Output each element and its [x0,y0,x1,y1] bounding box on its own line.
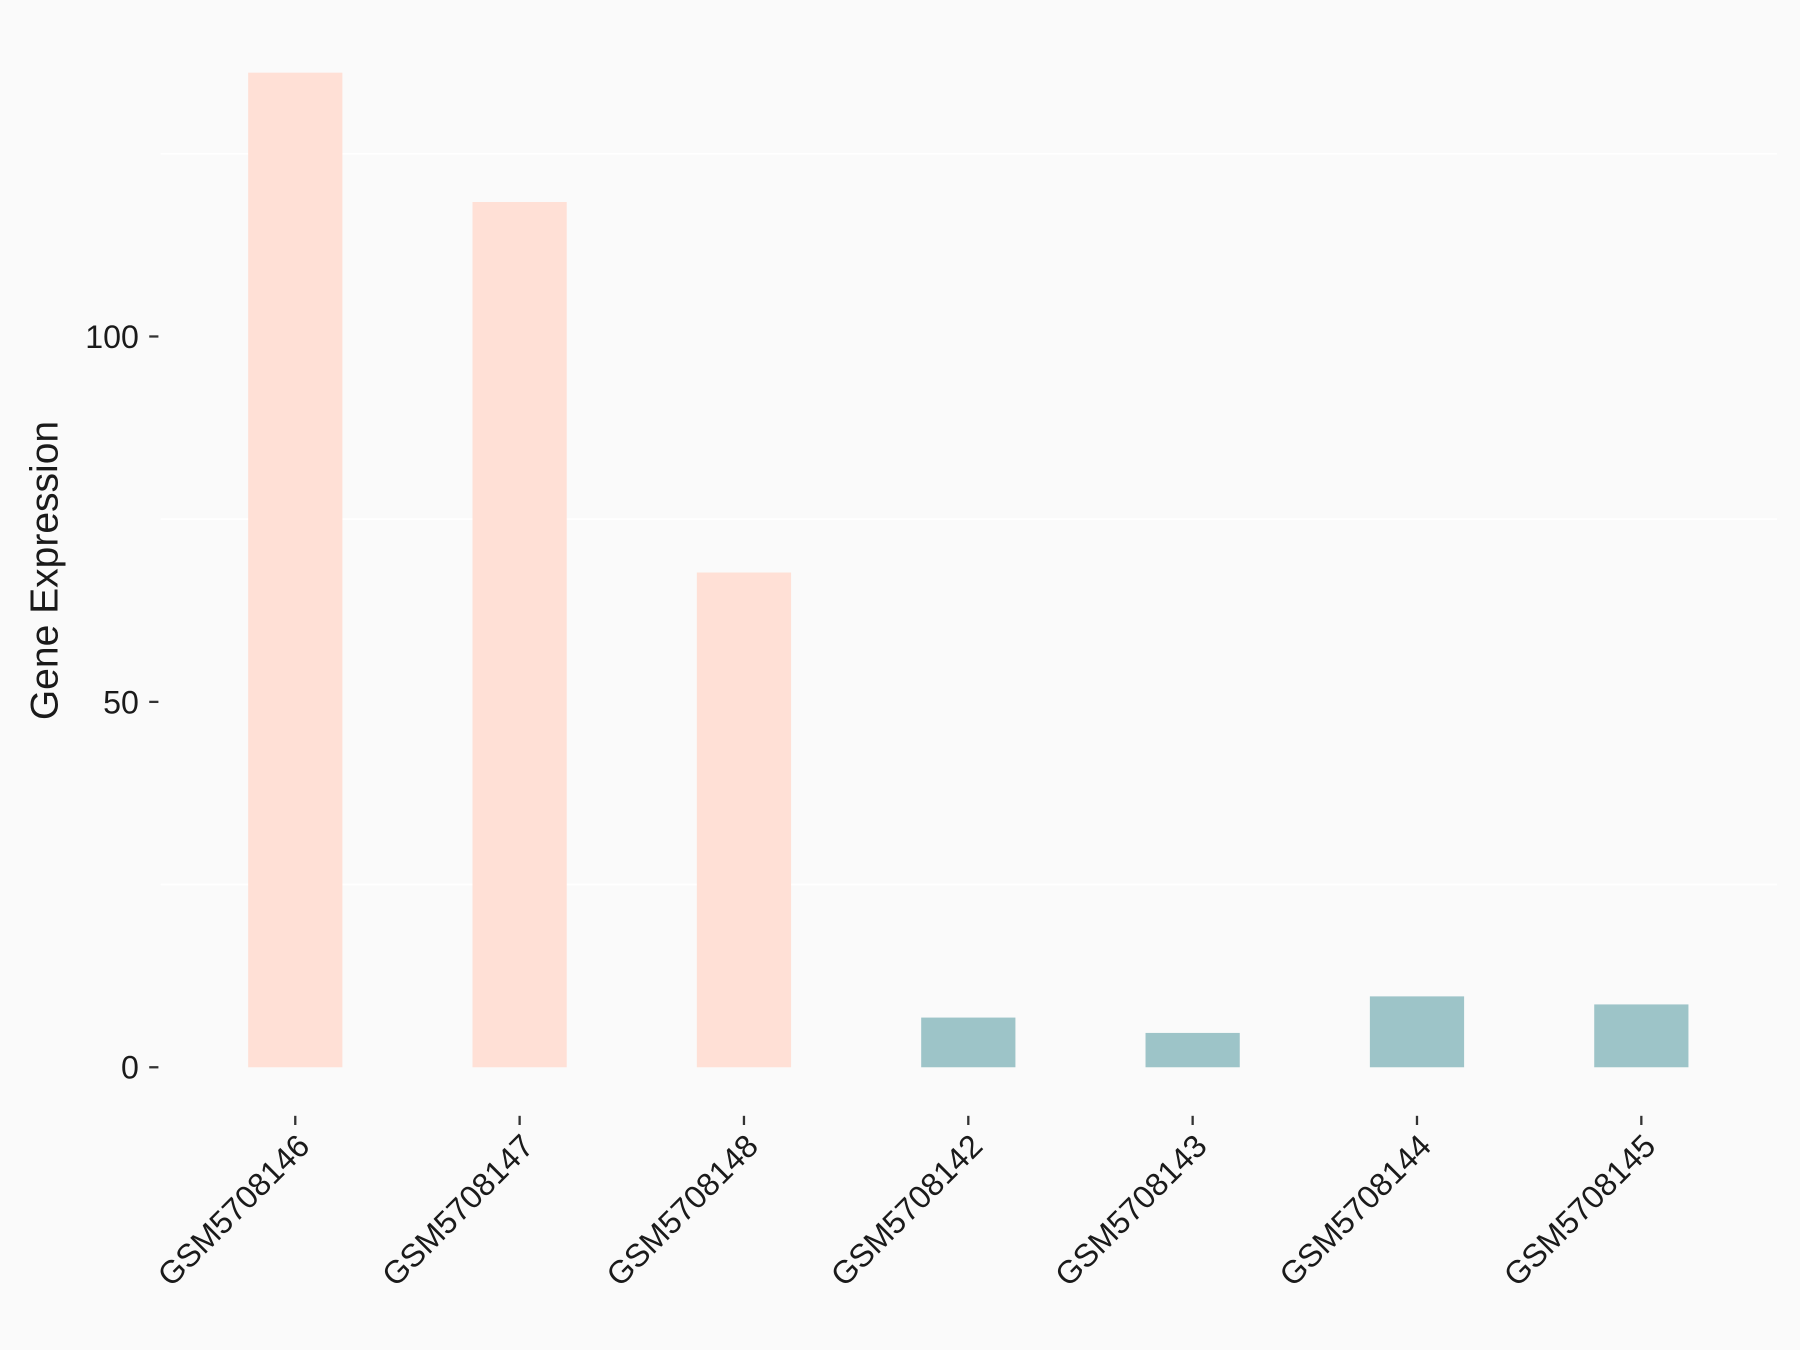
y-axis-title: Gene Expression [23,421,66,720]
y-tick-label: 100 [85,319,139,355]
bar [921,1017,1016,1068]
bar [696,572,792,1068]
bar [472,202,567,1068]
bar [248,72,343,1068]
bar [1594,1004,1689,1068]
bar [1369,996,1465,1068]
y-tick-label: 50 [103,684,139,720]
y-tick-label: 0 [121,1050,139,1086]
bar [1145,1032,1240,1068]
